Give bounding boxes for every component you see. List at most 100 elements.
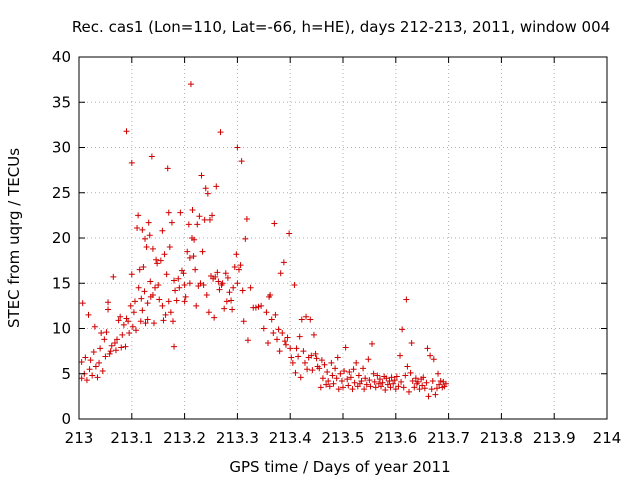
data-point xyxy=(171,343,178,350)
data-point xyxy=(263,309,270,316)
data-point xyxy=(162,311,169,318)
data-point xyxy=(313,355,320,362)
data-point xyxy=(244,337,251,344)
data-point xyxy=(362,375,369,382)
data-point xyxy=(419,382,426,389)
data-point xyxy=(307,316,314,323)
data-point xyxy=(85,311,92,318)
data-point xyxy=(202,185,209,192)
y-tick-label: 35 xyxy=(52,93,71,111)
data-point xyxy=(340,384,346,391)
data-point xyxy=(175,275,182,282)
data-point xyxy=(209,212,216,219)
data-point xyxy=(79,300,86,307)
data-point xyxy=(301,359,308,366)
data-point xyxy=(300,348,307,355)
data-point xyxy=(436,381,443,388)
data-point xyxy=(152,284,159,291)
data-point xyxy=(182,293,189,300)
data-point xyxy=(404,363,411,370)
data-point xyxy=(110,273,117,280)
data-point xyxy=(345,382,352,389)
data-point xyxy=(421,385,428,392)
data-point xyxy=(298,316,305,323)
grid xyxy=(79,57,607,419)
data-point xyxy=(358,377,365,384)
data-point xyxy=(114,336,121,343)
data-point xyxy=(192,266,199,273)
data-point xyxy=(217,129,224,136)
data-point xyxy=(125,318,132,325)
data-point xyxy=(326,383,333,390)
data-point xyxy=(106,350,113,357)
data-point xyxy=(409,377,416,384)
y-tick-label: 10 xyxy=(52,320,71,338)
data-point xyxy=(303,313,310,320)
data-point xyxy=(280,259,287,266)
x-tick-label: 213.9 xyxy=(533,429,576,447)
data-point xyxy=(427,352,434,359)
data-point xyxy=(391,377,398,384)
data-point xyxy=(353,359,360,366)
data-point xyxy=(265,339,272,346)
data-point xyxy=(372,384,379,391)
data-point xyxy=(323,381,330,388)
x-tick-label: 214 xyxy=(593,429,622,447)
data-point xyxy=(154,260,161,267)
data-point xyxy=(146,232,153,239)
data-point xyxy=(412,375,419,382)
data-point xyxy=(112,347,119,354)
data-point xyxy=(355,372,362,379)
data-point xyxy=(429,377,436,384)
data-point xyxy=(196,213,203,220)
data-point xyxy=(316,365,323,372)
data-point xyxy=(338,377,345,384)
data-point xyxy=(148,153,155,160)
data-point xyxy=(325,377,332,384)
data-point xyxy=(128,159,135,166)
data-point xyxy=(159,227,166,234)
data-point xyxy=(160,317,167,324)
data-point xyxy=(131,298,138,305)
data-point xyxy=(145,219,152,226)
data-point xyxy=(268,316,275,323)
data-point xyxy=(186,254,193,261)
data-point xyxy=(267,292,274,299)
data-point xyxy=(411,384,418,391)
data-point xyxy=(161,251,168,258)
data-point xyxy=(89,372,96,379)
data-point xyxy=(433,385,440,392)
data-point xyxy=(383,375,390,382)
data-point xyxy=(378,383,385,390)
data-point xyxy=(139,307,146,314)
data-point xyxy=(142,235,148,242)
data-points xyxy=(78,81,449,400)
data-point xyxy=(328,359,335,366)
y-tick-label: 25 xyxy=(52,184,71,202)
data-point xyxy=(229,306,236,313)
data-point xyxy=(115,317,122,324)
data-point xyxy=(122,343,129,350)
data-point xyxy=(239,287,246,294)
data-point xyxy=(102,353,109,360)
data-point xyxy=(350,366,357,373)
data-point xyxy=(286,230,293,237)
data-point xyxy=(435,370,442,377)
data-point xyxy=(221,305,228,312)
data-point xyxy=(204,190,211,197)
data-point xyxy=(344,376,351,383)
x-tick-label: 213.1 xyxy=(110,429,153,447)
data-point xyxy=(96,359,103,366)
y-tick-label: 5 xyxy=(61,365,71,383)
data-point xyxy=(78,375,85,382)
data-point xyxy=(437,377,444,384)
data-point xyxy=(395,383,402,390)
data-point xyxy=(156,296,163,303)
y-tick-label: 0 xyxy=(61,410,71,428)
data-point xyxy=(258,302,265,309)
data-point xyxy=(379,379,386,386)
data-point xyxy=(171,277,178,284)
data-point xyxy=(168,219,175,226)
data-point xyxy=(321,361,328,368)
